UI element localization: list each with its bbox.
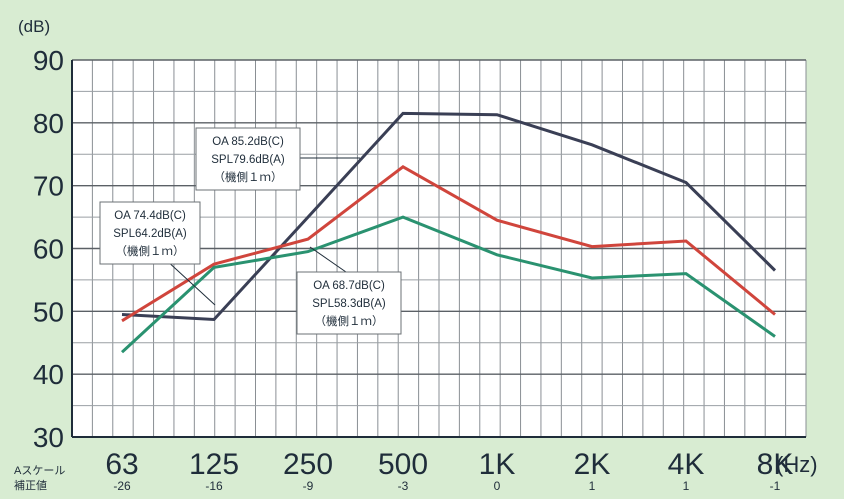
x-tick-label: 2K	[574, 448, 611, 481]
a-weighting-value: 0	[494, 479, 501, 493]
series-line	[120, 215, 776, 354]
series-lines	[120, 111, 777, 354]
x-tick-label: 1K	[479, 448, 516, 481]
series-line	[121, 111, 777, 322]
correction-label-2: 補正値	[14, 479, 47, 492]
series-line	[121, 165, 776, 323]
x-tick-label: 250	[283, 448, 333, 481]
y-tick-label: 80	[33, 108, 64, 139]
annotation-text: SPL64.2dB(A)	[113, 228, 187, 240]
annotation-text: （機側１ｍ）	[116, 244, 185, 258]
a-weighting-values: -26 -16 -9 -3 0 1 1 -1	[113, 479, 780, 493]
annotation-box	[99, 201, 201, 265]
y-tick-label: 60	[33, 234, 64, 265]
annotations: OA 74.4dB(C) SPL64.2dB(A) （機側１ｍ） OA 85.2dB(…	[99, 127, 402, 335]
y-tick-label: 50	[33, 296, 64, 327]
x-tick-label: 8K	[757, 448, 794, 481]
x-tick-label: 125	[189, 448, 239, 481]
a-weighting-value: -16	[205, 479, 223, 493]
annotation-text: OA 74.4dB(C)	[114, 210, 186, 222]
annotation-text: （機側１ｍ）	[315, 314, 384, 328]
x-tick-labels: 63 125 250 500 1K 2K 4K 8K	[105, 448, 793, 481]
y-tick-label: 90	[33, 45, 64, 76]
annotation-text: SPL79.6dB(A)	[211, 154, 285, 166]
y-tick-label: 70	[33, 171, 64, 202]
annotation-box	[195, 127, 301, 191]
axes	[71, 60, 806, 438]
annotation-box	[296, 271, 402, 335]
annotation-text: SPL58.3dB(A)	[312, 298, 386, 310]
annotation-text: （機側１ｍ）	[214, 170, 283, 184]
a-weighting-value: 1	[683, 479, 690, 493]
a-weighting-value: -9	[303, 479, 314, 493]
y-tick-label: 30	[33, 422, 64, 453]
correction-label: Aスケール	[14, 464, 65, 477]
a-weighting-value: -26	[113, 479, 131, 493]
annotation-leader	[309, 246, 347, 273]
x-tick-label: 500	[378, 448, 428, 481]
x-tick-label: 63	[105, 448, 138, 481]
y-tick-label: 40	[33, 359, 64, 390]
y-tick-labels: 30 40 50 60 70 80 90	[33, 45, 64, 453]
a-weighting-value: -1	[770, 479, 781, 493]
annotation-text: OA 85.2dB(C)	[212, 136, 284, 148]
a-weighting-value: 1	[589, 479, 596, 493]
x-axis-unit: (Hz)	[776, 452, 818, 477]
x-tick-label: 4K	[668, 448, 705, 481]
a-weighting-value: -3	[398, 479, 409, 493]
annotation-text: OA 68.7dB(C)	[313, 280, 385, 292]
y-axis-unit: (dB)	[18, 17, 50, 36]
